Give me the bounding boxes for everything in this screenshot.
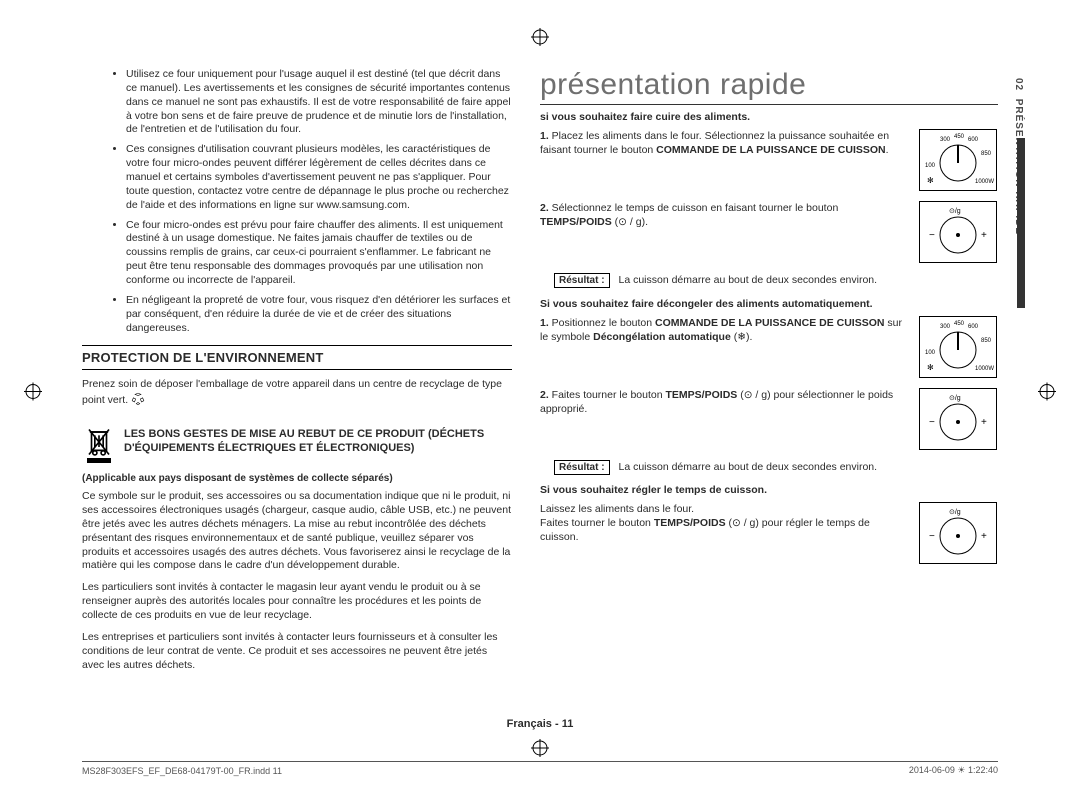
env-heading: PROTECTION DE L'ENVIRONNEMENT	[82, 345, 512, 370]
weee-para: Ce symbole sur le produit, ses accessoir…	[82, 490, 512, 573]
svg-text:+: +	[981, 531, 987, 542]
svg-text:⊙/g: ⊙/g	[949, 509, 961, 516]
result-row: Résultat : La cuisson démarre au bout de…	[540, 273, 998, 288]
side-tab-num: 02	[1013, 78, 1024, 91]
svg-text:✻: ✻	[927, 363, 934, 372]
svg-text:+: +	[981, 230, 987, 241]
list-item: Utilisez ce four uniquement pour l'usage…	[126, 68, 512, 137]
step-row: 1. Placez les aliments dans le four. Sél…	[540, 129, 998, 191]
recycle-icon	[131, 397, 145, 409]
svg-text:✻: ✻	[927, 176, 934, 185]
footer-center: Français - 11	[0, 718, 1080, 730]
svg-text:−: −	[929, 531, 935, 542]
svg-text:1000W: 1000W	[975, 366, 994, 372]
footer-rule	[82, 761, 998, 762]
step-row: 2. Faites tourner le bouton TEMPS/POIDS …	[540, 388, 998, 450]
svg-text:850: 850	[981, 338, 992, 344]
power-dial-icon: 300 450 600 850 100 1000W ✻	[919, 316, 997, 378]
svg-text:450: 450	[954, 134, 965, 140]
right-column: présentation rapide si vous souhaitez fa…	[540, 68, 998, 728]
weee-title: LES BONS GESTES DE MISE AU REBUT DE CE P…	[124, 427, 512, 465]
result-text: Résultat : La cuisson démarre au bout de…	[540, 273, 998, 288]
svg-text:600: 600	[968, 137, 979, 143]
dial-illustration: 300 450 600 850 100 1000W ✻	[918, 129, 998, 191]
result-row: Résultat : La cuisson démarre au bout de…	[540, 460, 998, 475]
svg-text:300: 300	[940, 324, 951, 330]
time-dial-icon: ⊙/g − +	[919, 502, 997, 564]
svg-text:100: 100	[925, 163, 936, 169]
weee-para: Les particuliers sont invités à contacte…	[82, 581, 512, 623]
quick-guide-sections: si vous souhaitez faire cuire des alimen…	[540, 111, 998, 564]
crop-mark-icon	[531, 28, 549, 51]
svg-text:⊙/g: ⊙/g	[949, 208, 961, 215]
page-content: Utilisez ce four uniquement pour l'usage…	[82, 68, 998, 728]
side-tab: 02 PRÉSENTATION RAPIDE	[1007, 78, 1025, 378]
list-item: En négligeant la propreté de votre four,…	[126, 294, 512, 336]
dial-illustration: ⊙/g − +	[918, 502, 998, 564]
svg-text:1000W: 1000W	[975, 179, 994, 185]
svg-text:+: +	[981, 417, 987, 428]
safety-bullet-list: Utilisez ce four uniquement pour l'usage…	[82, 68, 512, 335]
result-text: Résultat : La cuisson démarre au bout de…	[540, 460, 998, 475]
crop-mark-icon	[1038, 383, 1056, 406]
section-title: présentation rapide	[540, 68, 998, 102]
crop-mark-icon	[531, 739, 549, 762]
step-row: 2. Sélectionnez le temps de cuisson en f…	[540, 201, 998, 263]
subsection-heading: Si vous souhaitez faire décongeler des a…	[540, 298, 998, 310]
svg-text:300: 300	[940, 137, 951, 143]
left-column: Utilisez ce four uniquement pour l'usage…	[82, 68, 512, 728]
title-rule	[540, 104, 998, 105]
power-dial-icon: 300 450 600 850 100 1000W ✻	[919, 129, 997, 191]
step-row: 1. Positionnez le bouton COMMANDE DE LA …	[540, 316, 998, 378]
weee-para: Les entreprises et particuliers sont inv…	[82, 631, 512, 673]
weee-bin-icon	[82, 427, 116, 465]
side-tab-accent	[1017, 138, 1025, 308]
svg-text:600: 600	[968, 324, 979, 330]
list-item: Ce four micro-ondes est prévu pour faire…	[126, 219, 512, 288]
list-item: Ces consignes d'utilisation couvrant plu…	[126, 143, 512, 212]
weee-block: LES BONS GESTES DE MISE AU REBUT DE CE P…	[82, 427, 512, 465]
step-text: 2. Faites tourner le bouton TEMPS/POIDS …	[540, 388, 908, 450]
dial-illustration: ⊙/g − +	[918, 201, 998, 263]
crop-mark-icon	[24, 383, 42, 406]
result-label: Résultat :	[554, 273, 610, 288]
svg-text:−: −	[929, 230, 935, 241]
svg-text:⊙/g: ⊙/g	[949, 395, 961, 402]
subsection-heading: Si vous souhaitez régler le temps de cui…	[540, 484, 998, 496]
time-dial-icon: ⊙/g − +	[919, 388, 997, 450]
svg-text:850: 850	[981, 151, 992, 157]
svg-text:450: 450	[954, 321, 965, 327]
dial-illustration: ⊙/g − +	[918, 388, 998, 450]
env-body: Prenez soin de déposer l'emballage de vo…	[82, 378, 512, 411]
subsection-heading: si vous souhaitez faire cuire des alimen…	[540, 111, 998, 123]
step-text: 2. Sélectionnez le temps de cuisson en f…	[540, 201, 908, 263]
footer-right: 2014-06-09 ☀ 1:22:40	[909, 765, 998, 776]
footer-left: MS28F303EFS_EF_DE68-04179T-00_FR.indd 11	[82, 766, 282, 776]
step-text: Laissez les aliments dans le four.Faites…	[540, 502, 908, 564]
dial-illustration: 300 450 600 850 100 1000W ✻	[918, 316, 998, 378]
svg-text:100: 100	[925, 350, 936, 356]
weee-applicable: (Applicable aux pays disposant de systèm…	[82, 473, 512, 484]
result-label: Résultat :	[554, 460, 610, 475]
time-dial-icon: ⊙/g − +	[919, 201, 997, 263]
step-row: Laissez les aliments dans le four.Faites…	[540, 502, 998, 564]
step-text: 1. Positionnez le bouton COMMANDE DE LA …	[540, 316, 908, 378]
step-text: 1. Placez les aliments dans le four. Sél…	[540, 129, 908, 191]
svg-text:−: −	[929, 417, 935, 428]
